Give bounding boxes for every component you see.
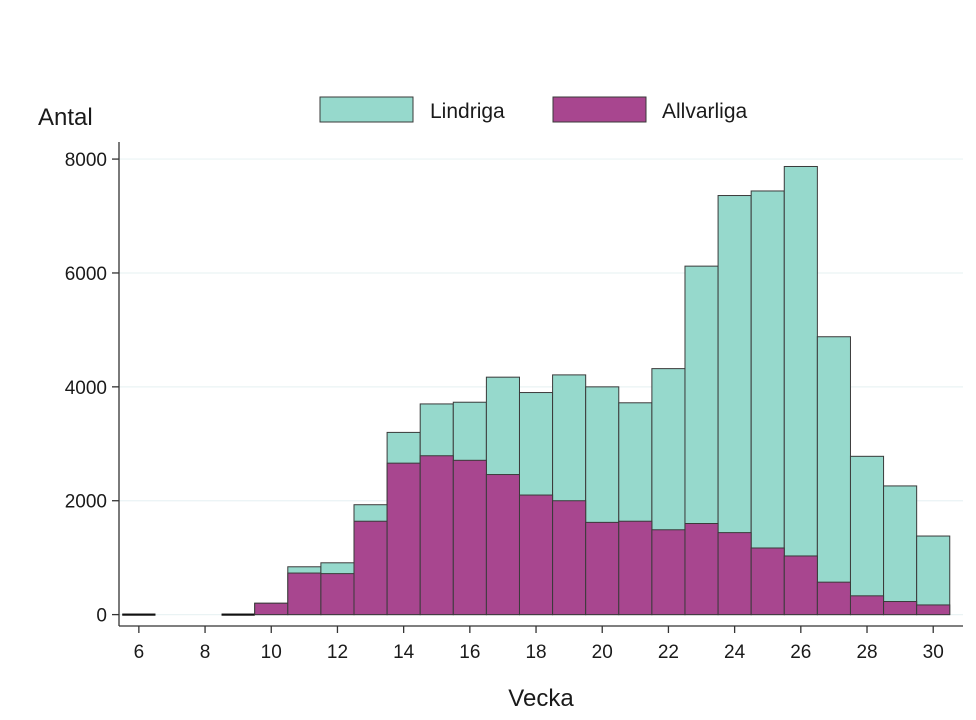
bar-allvarliga (287, 572, 322, 616)
legend: Lindriga Allvarliga (319, 96, 748, 123)
axes (112, 142, 963, 633)
bar-allvarliga (518, 494, 554, 616)
x-tick-label: 30 (923, 642, 944, 663)
bar-allvarliga (651, 529, 686, 616)
bar-allvarliga (916, 604, 951, 616)
y-tick-label: 6000 (65, 264, 107, 285)
tick-labels: 0 2000 4000 6000 8000 6 8 10 12 14 16 18 20 22 24 26 28 3… (65, 150, 944, 663)
bar-lindriga (783, 165, 818, 616)
y-tick-label: 4000 (65, 378, 107, 399)
x-tick-label: 14 (393, 642, 415, 663)
bar-allvarliga (419, 455, 454, 616)
bar-lindriga (849, 455, 885, 616)
bar-allvarliga (618, 520, 653, 616)
bar-lindriga (816, 336, 851, 616)
bar-allvarliga (750, 547, 785, 616)
x-tick-label: 18 (525, 642, 546, 663)
x-tick-label: 20 (592, 642, 613, 663)
bar-allvarliga (552, 500, 587, 616)
bar-allvarliga (849, 595, 885, 616)
bar-lindriga (750, 190, 785, 616)
x-tick-label: 16 (459, 642, 480, 663)
bar-lindriga (916, 535, 951, 616)
legend-label-lindriga: Lindriga (430, 100, 505, 123)
x-tick-label: 22 (658, 642, 679, 663)
y-axis-title: Antal (38, 104, 93, 131)
y-tick-label: 2000 (65, 492, 107, 513)
x-tick-label: 24 (724, 642, 746, 663)
x-tick-label: 10 (261, 642, 282, 663)
bar-allvarliga (816, 581, 851, 616)
x-axis-title: Vecka (508, 685, 574, 712)
legend-label-allvarliga: Allvarliga (662, 100, 748, 123)
bar-allvarliga (386, 462, 421, 616)
bar-allvarliga (320, 573, 355, 616)
x-tick-label: 12 (327, 642, 348, 663)
y-tick-label: 8000 (65, 150, 107, 171)
x-tick-label: 26 (790, 642, 811, 663)
x-tick-label: 28 (856, 642, 877, 663)
allvarliga-bars (122, 455, 951, 616)
x-tick-label: 6 (134, 642, 145, 663)
bar-allvarliga (684, 523, 719, 616)
bar-allvarliga (254, 602, 289, 616)
bar-allvarliga (452, 459, 487, 616)
bar-allvarliga (353, 520, 388, 616)
bar-allvarliga (883, 601, 918, 616)
bar-allvarliga (585, 521, 620, 616)
x-tick-label: 8 (200, 642, 211, 663)
legend-swatch-allvarliga (552, 96, 647, 123)
legend-swatch-lindriga (319, 96, 414, 123)
bar-allvarliga (717, 532, 752, 616)
y-tick-label: 0 (96, 606, 107, 627)
bar-lindriga (883, 485, 918, 616)
bar-allvarliga (783, 555, 818, 616)
bar-allvarliga (485, 474, 520, 616)
